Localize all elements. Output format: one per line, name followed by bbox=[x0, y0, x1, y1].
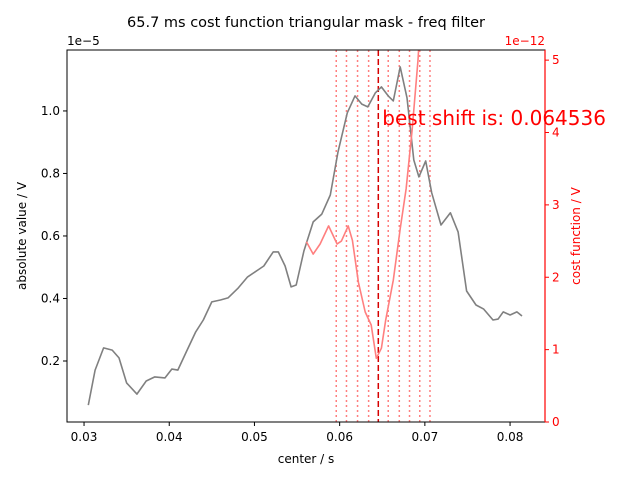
y-offset-label: 1e−5 bbox=[67, 34, 100, 48]
y-tick-label: 1.0 bbox=[41, 104, 60, 118]
y2-tick-label: 0 bbox=[552, 415, 560, 429]
y2-tick-label: 4 bbox=[552, 126, 560, 140]
y-tick-label: 0.8 bbox=[41, 166, 60, 180]
y2-tick-label: 5 bbox=[552, 53, 560, 67]
y2-tick-label: 2 bbox=[552, 270, 560, 284]
y2-axis-label: cost function / V bbox=[569, 186, 583, 284]
y2-tick-label: 1 bbox=[552, 343, 560, 357]
plot-area bbox=[87, 50, 523, 422]
y2-tick-label: 3 bbox=[552, 198, 560, 212]
y-tick-label: 0.6 bbox=[41, 229, 60, 243]
x-tick-label: 0.04 bbox=[156, 430, 183, 444]
x-tick-label: 0.06 bbox=[326, 430, 353, 444]
x-tick-label: 0.07 bbox=[412, 430, 439, 444]
x-tick-label: 0.03 bbox=[71, 430, 98, 444]
y-axis-label: absolute value / V bbox=[15, 181, 29, 290]
series-line bbox=[87, 66, 523, 406]
series-line bbox=[305, 50, 420, 360]
chart-title: 65.7 ms cost function triangular mask - … bbox=[127, 15, 485, 31]
y-tick-label: 0.2 bbox=[41, 354, 60, 368]
x-axis-label: center / s bbox=[278, 452, 335, 466]
y2-offset-label: 1e−12 bbox=[505, 34, 545, 48]
annotation: best shift is: 0.064536 bbox=[382, 106, 606, 130]
x-tick-label: 0.05 bbox=[241, 430, 268, 444]
y-tick-label: 0.4 bbox=[41, 291, 60, 305]
x-tick-label: 0.08 bbox=[497, 430, 524, 444]
